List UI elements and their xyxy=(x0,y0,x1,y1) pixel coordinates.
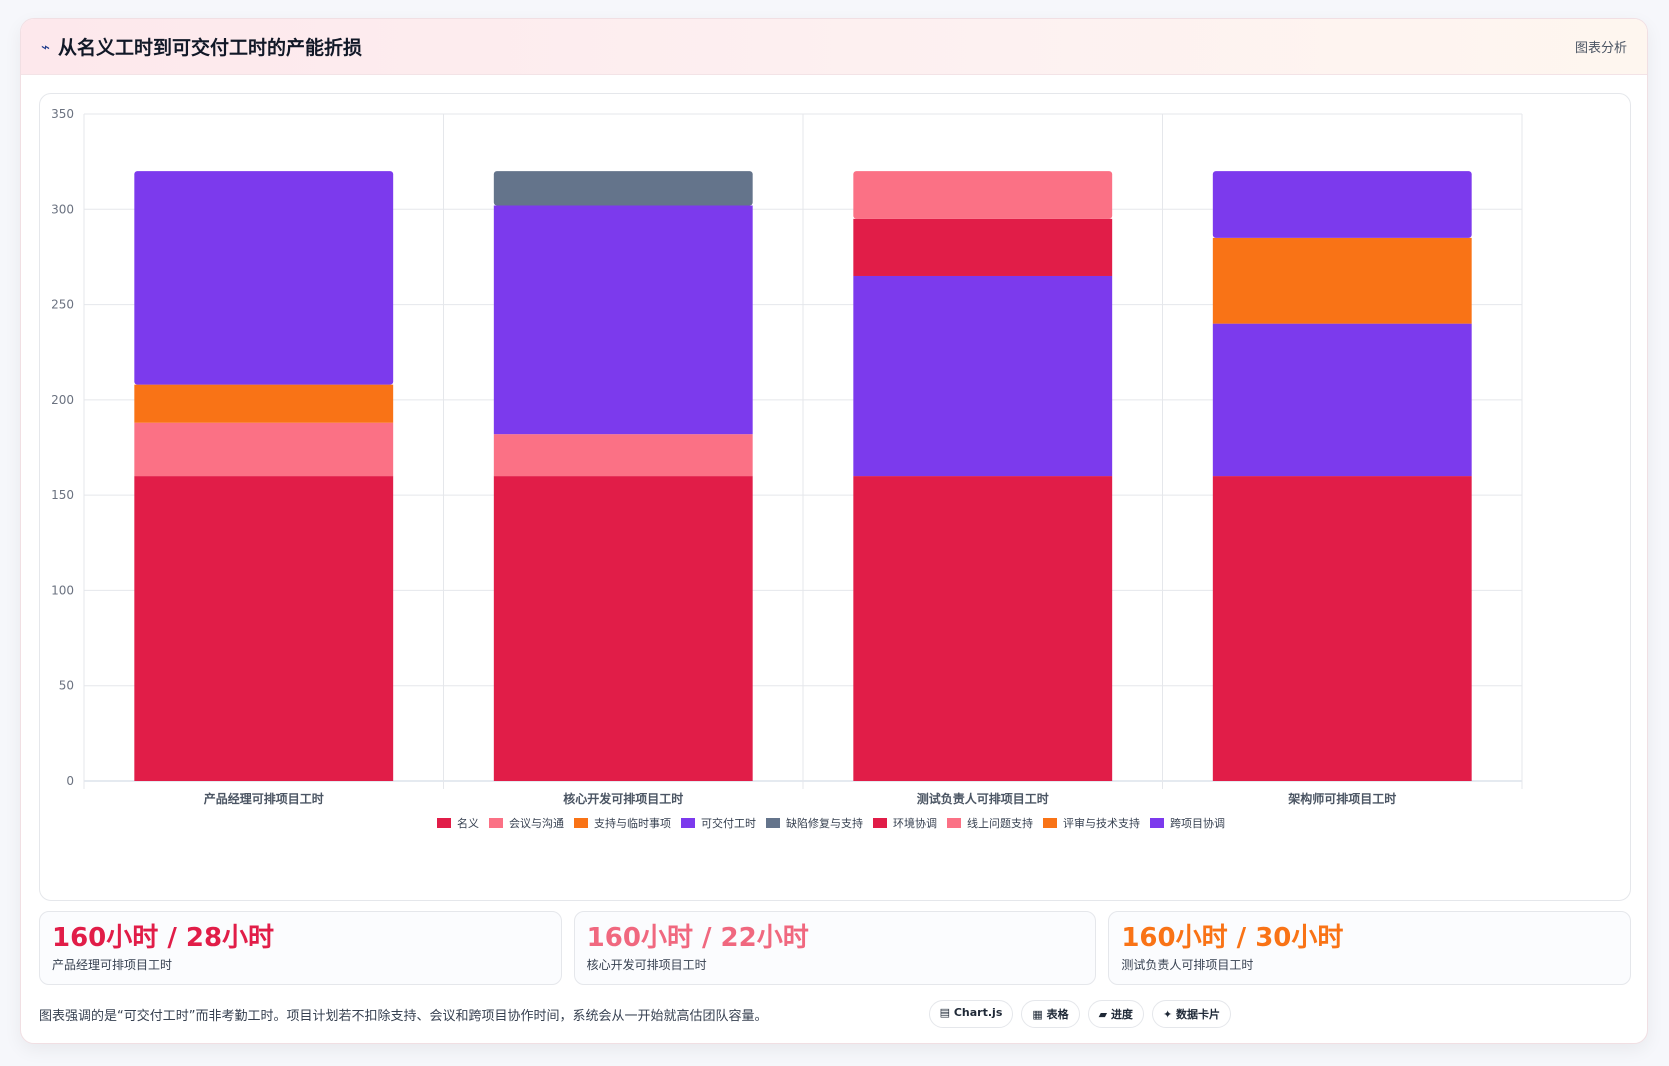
sparkle-icon: ✦ xyxy=(1162,1008,1173,1021)
stat-card-0: 160小时 / 28小时 产品经理可排项目工时 xyxy=(39,911,562,985)
x-tick-label: 产品经理可排项目工时 xyxy=(204,791,324,806)
x-tick-label: 架构师可排项目工时 xyxy=(1287,791,1396,806)
legend-swatch xyxy=(766,818,780,828)
bar-segment xyxy=(493,476,753,781)
y-tick-label: 300 xyxy=(51,202,74,216)
chart-line-icon: ⌁ xyxy=(41,37,51,56)
chart-title: 从名义工时到可交付工时的产能折损 xyxy=(58,37,363,59)
bar-segment xyxy=(134,171,394,385)
progress-icon: ▰ xyxy=(1098,1008,1108,1021)
y-tick-label: 0 xyxy=(66,774,74,788)
legend-label: 会议与沟通 xyxy=(509,817,564,830)
bar-segment xyxy=(493,434,753,477)
y-tick-label: 200 xyxy=(51,393,74,407)
card-footer: 图表强调的是“可交付工时”而非考勤工时。项目计划若不扣除支持、会议和跨项目协作时… xyxy=(39,997,1631,1031)
chart-card: ⌁ 从名义工时到可交付工时的产能折损 图表分析 0 50 100 150 200 250 3… xyxy=(20,18,1648,1044)
table-icon: ▦ xyxy=(1032,1008,1043,1021)
bar-segment xyxy=(134,384,394,423)
stat-value: 160小时 / 28小时 xyxy=(52,923,275,953)
bar-segment xyxy=(134,422,394,477)
bar-segment xyxy=(1212,237,1472,324)
y-tick-label: 250 xyxy=(51,298,74,312)
bar-segment xyxy=(134,476,394,781)
legend-label: 线上问题支持 xyxy=(967,816,1033,830)
chart-container: 0 50 100 150 200 250 300 350 产品经理可排项目工时 核心开发可排项目工… xyxy=(39,93,1631,901)
bar-segment xyxy=(853,476,1113,781)
legend-swatch xyxy=(489,818,503,828)
chip-table[interactable]: ▦ 表格 xyxy=(1021,1000,1080,1028)
bar-segment xyxy=(493,205,753,435)
legend-swatch xyxy=(574,818,588,828)
chart-icon: ▤ xyxy=(939,1006,951,1019)
legend-label: 可交付工时 xyxy=(701,816,756,830)
legend-label: 支持与临时事项 xyxy=(594,816,671,830)
stacked-bar-chart: 0 50 100 150 200 250 300 350 产品经理可排项目工时 核心开发可排项目工… xyxy=(51,107,1523,830)
legend-swatch xyxy=(1150,818,1164,828)
card-header: ⌁ 从名义工时到可交付工时的产能折损 图表分析 xyxy=(21,19,1647,75)
bar-segment xyxy=(853,171,1113,219)
bar-segment xyxy=(1212,323,1472,477)
stat-label: 测试负责人可排项目工时 xyxy=(1121,958,1254,972)
stat-label: 核心开发可排项目工时 xyxy=(586,958,707,972)
stat-label: 产品经理可排项目工时 xyxy=(52,958,173,972)
stat-value: 160小时 / 22小时 xyxy=(586,923,809,953)
stat-card-2: 160小时 / 30小时 测试负责人可排项目工时 xyxy=(1108,911,1632,985)
y-tick-label: 50 xyxy=(59,679,74,693)
bar-segment xyxy=(1212,476,1472,781)
legend-swatch xyxy=(1043,818,1057,828)
chip-data-card[interactable]: ✦ 数据卡片 xyxy=(1151,1000,1231,1028)
chip-progress[interactable]: ▰ 进度 xyxy=(1087,1000,1144,1028)
bar-segment xyxy=(1212,171,1472,238)
legend-swatch xyxy=(437,818,451,828)
y-tick-label: 350 xyxy=(51,107,74,121)
legend-swatch xyxy=(947,818,961,828)
bar-segment xyxy=(493,171,753,206)
legend-swatch xyxy=(873,818,887,828)
legend-label: 缺陷修复与支持 xyxy=(786,816,863,830)
y-tick-label: 100 xyxy=(51,583,74,597)
legend-label: 评审与技术支持 xyxy=(1063,816,1140,830)
chip-chartjs[interactable]: ▤ Chart.js xyxy=(928,1000,1014,1028)
legend-swatch xyxy=(681,818,695,828)
legend-label: 环境协调 xyxy=(893,816,937,830)
bar-segment xyxy=(853,275,1113,477)
x-tick-label: 核心开发可排项目工时 xyxy=(563,791,683,806)
stats-row: 160小时 / 28小时 产品经理可排项目工时 160小时 / 22小时 核心开… xyxy=(39,911,1632,985)
footer-note: 图表强调的是“可交付工时”而非考勤工时。项目计划若不扣除支持、会议和跨项目协作时… xyxy=(39,1008,768,1024)
stat-card-1: 160小时 / 22小时 核心开发可排项目工时 xyxy=(573,911,1097,985)
y-tick-label: 150 xyxy=(51,488,74,502)
bar-segment xyxy=(853,218,1113,276)
chip-group: ▤ Chart.js ▦ 表格 ▰ 进度 ✦ 数据卡片 xyxy=(928,1000,1231,1028)
header-tag: 图表分析 xyxy=(1574,41,1627,56)
legend-label: 跨项目协调 xyxy=(1170,816,1225,830)
x-tick-label: 测试负责人可排项目工时 xyxy=(917,791,1049,806)
legend-label: 名义 xyxy=(457,816,479,830)
stat-value: 160小时 / 30小时 xyxy=(1121,923,1344,953)
